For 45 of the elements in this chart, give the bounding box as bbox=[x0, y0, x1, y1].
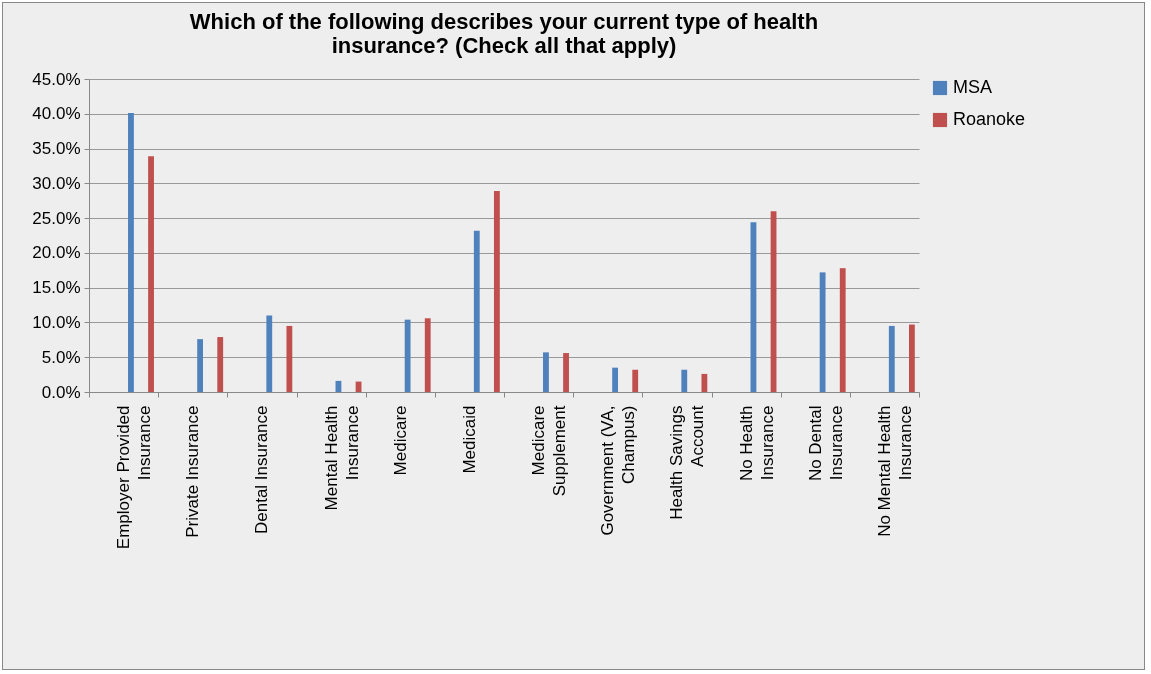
y-tick-label: 45.0% bbox=[32, 69, 81, 89]
y-tick-label: 0.0% bbox=[41, 382, 81, 402]
bar bbox=[217, 337, 224, 392]
y-tick-label: 15.0% bbox=[32, 278, 81, 298]
bar bbox=[473, 230, 480, 392]
bar bbox=[424, 318, 431, 392]
bar bbox=[266, 315, 273, 392]
bar bbox=[493, 190, 500, 392]
bar bbox=[148, 156, 154, 392]
bar bbox=[839, 268, 846, 392]
bar bbox=[888, 325, 895, 392]
legend-label: Roanoke bbox=[953, 109, 1026, 129]
y-tick-label: 20.0% bbox=[32, 243, 81, 263]
chart-title: Which of the following describes your current type of health insurance? (Check all that apply) bbox=[189, 9, 819, 58]
legend-label: MSA bbox=[953, 77, 993, 97]
bar bbox=[908, 324, 915, 392]
bar bbox=[286, 325, 293, 392]
bar bbox=[543, 352, 549, 392]
x-tick-label: Government (VA, Champus) bbox=[598, 405, 639, 536]
y-tick-label: 35.0% bbox=[32, 139, 81, 159]
y-tick-label: 5.0% bbox=[41, 347, 81, 367]
y-tick-label: 10.0% bbox=[32, 312, 81, 332]
bar bbox=[632, 369, 639, 392]
bar bbox=[128, 113, 134, 392]
bar bbox=[404, 319, 411, 392]
bar bbox=[197, 339, 204, 392]
x-tick-label: Medicare bbox=[390, 405, 410, 476]
x-tick-label: Private Insurance bbox=[183, 405, 203, 538]
bar bbox=[701, 373, 708, 392]
x-tick-label: No Mental Health Insurance bbox=[874, 405, 915, 537]
x-tick-label: Mental Health Insurance bbox=[321, 405, 362, 511]
x-tick-label: No Health Insurance bbox=[736, 405, 777, 482]
bar bbox=[563, 353, 569, 392]
bar bbox=[819, 272, 826, 392]
x-tick-label: No Dental Insurance bbox=[805, 405, 846, 482]
y-tick-label: 25.0% bbox=[32, 208, 81, 228]
x-tick-label: Medicare Supplement bbox=[529, 405, 570, 497]
x-tick-label: Medicaid bbox=[459, 405, 479, 474]
x-tick-label: Dental Insurance bbox=[252, 405, 272, 535]
y-tick-label: 40.0% bbox=[32, 104, 81, 124]
bar bbox=[612, 367, 619, 392]
bar bbox=[681, 369, 688, 392]
x-tick-label: Health Savings Account bbox=[667, 405, 708, 520]
y-tick-label: 30.0% bbox=[32, 173, 81, 193]
x-tick-label: Employer Provided Insurance bbox=[114, 405, 155, 550]
